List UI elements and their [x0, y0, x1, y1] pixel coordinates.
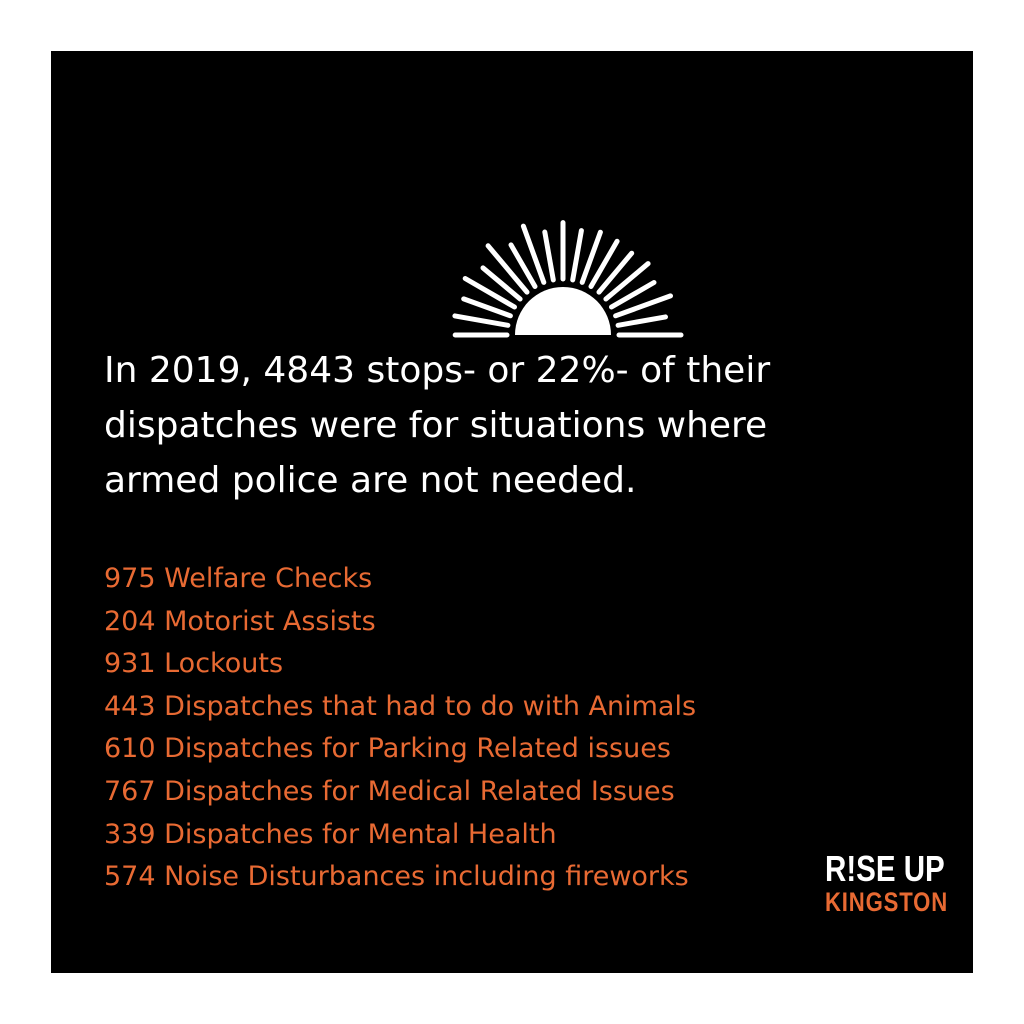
logo-bottom-text: KINGSTON: [825, 887, 949, 917]
sun-ray: [461, 296, 513, 319]
sun-ray: [508, 242, 538, 289]
sun-ray: [613, 293, 673, 319]
sun-ray: [579, 229, 603, 285]
headline-line-3: armed police are not needed.: [104, 460, 637, 501]
stat-animals: 443 Dispatches that had to do with Anima…: [104, 690, 697, 722]
sun-ray: [596, 250, 635, 295]
post-panel: In 2019, 4843 stops- or 22%- of their di…: [51, 51, 973, 973]
stat-lockouts: 931 Lockouts: [104, 648, 284, 680]
stat-noise: 574 Noise Disturbances including firewor…: [104, 861, 689, 893]
stat-welfare-checks: 975 Welfare Checks: [104, 563, 373, 594]
headline-line-2: dispatches were for situations where: [104, 405, 768, 446]
stat-motorist-assists: 204 Motorist Assists: [104, 605, 376, 637]
sun-ray: [609, 280, 657, 310]
sun-ray: [485, 243, 530, 295]
sun-ray: [588, 238, 620, 289]
sun-ray: [615, 314, 668, 328]
stat-parking: 610 Dispatches for Parking Related issue…: [104, 733, 671, 765]
headline: In 2019, 4843 stops- or 22%- of their di…: [104, 343, 934, 508]
sun-ray: [462, 276, 517, 310]
sun-ray: [603, 261, 651, 302]
stat-medical: 767 Dispatches for Medical Related Issue…: [104, 775, 675, 807]
sun-ray: [452, 313, 511, 328]
sun-ray: [570, 228, 584, 283]
sun-ray: [480, 265, 523, 302]
sun-ray: [542, 229, 556, 283]
stats-list: 975 Welfare Checks 204 Motorist Assists …: [104, 558, 696, 899]
sun-ray: [520, 223, 547, 285]
rising-sun-icon: [452, 220, 684, 338]
rise-up-kingston-logo: R!SE UP KINGSTON: [825, 848, 949, 917]
headline-line-1: In 2019, 4843 stops- or 22%- of their: [104, 350, 771, 391]
stat-mental-health: 339 Dispatches for Mental Health: [104, 818, 557, 850]
logo-top-text: R!SE UP: [825, 848, 945, 889]
